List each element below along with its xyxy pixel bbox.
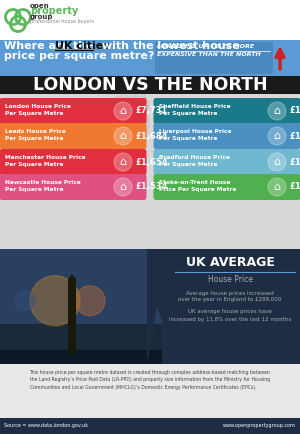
FancyBboxPatch shape bbox=[155, 42, 273, 74]
Text: £1,104: £1,104 bbox=[290, 183, 300, 191]
Circle shape bbox=[268, 102, 286, 120]
FancyBboxPatch shape bbox=[0, 149, 146, 175]
Text: LONDON IS UP TO 7X MORE: LONDON IS UP TO 7X MORE bbox=[157, 45, 254, 49]
FancyBboxPatch shape bbox=[154, 123, 300, 149]
Circle shape bbox=[114, 178, 132, 196]
Text: ⌂: ⌂ bbox=[119, 157, 127, 167]
Text: £1,553: £1,553 bbox=[290, 106, 300, 115]
FancyBboxPatch shape bbox=[0, 324, 162, 364]
FancyBboxPatch shape bbox=[0, 418, 300, 434]
Circle shape bbox=[268, 178, 286, 196]
Text: professional house buyers: professional house buyers bbox=[30, 20, 94, 24]
Text: group: group bbox=[30, 14, 53, 20]
Text: ⌂: ⌂ bbox=[273, 157, 280, 167]
Text: over the year in England to £288,000: over the year in England to £288,000 bbox=[178, 297, 282, 302]
Text: Sheffield House Price
Per Square Metre: Sheffield House Price Per Square Metre bbox=[159, 104, 231, 116]
Text: UK cities: UK cities bbox=[55, 41, 110, 51]
FancyBboxPatch shape bbox=[0, 0, 300, 40]
Text: UK average house prices have: UK average house prices have bbox=[188, 309, 272, 315]
FancyBboxPatch shape bbox=[154, 98, 300, 124]
Text: UK AVERAGE: UK AVERAGE bbox=[186, 256, 274, 270]
Text: Newcastle House Price
Per Square Metre: Newcastle House Price Per Square Metre bbox=[5, 180, 81, 192]
FancyBboxPatch shape bbox=[0, 123, 146, 149]
Text: ⌂: ⌂ bbox=[119, 182, 127, 192]
FancyBboxPatch shape bbox=[0, 364, 300, 418]
Text: www.openpropertygroup.com: www.openpropertygroup.com bbox=[223, 424, 296, 428]
Text: property: property bbox=[30, 7, 78, 16]
Text: £1,654: £1,654 bbox=[136, 158, 169, 167]
Circle shape bbox=[114, 102, 132, 120]
Text: Bradford House Price
Per Square Metre: Bradford House Price Per Square Metre bbox=[159, 155, 230, 167]
FancyBboxPatch shape bbox=[0, 350, 162, 364]
Polygon shape bbox=[68, 274, 76, 354]
Polygon shape bbox=[147, 249, 177, 364]
Text: with the lowest house: with the lowest house bbox=[98, 41, 240, 51]
FancyBboxPatch shape bbox=[0, 40, 300, 76]
Text: ⌂: ⌂ bbox=[273, 106, 280, 116]
Text: £1,307: £1,307 bbox=[290, 158, 300, 167]
FancyBboxPatch shape bbox=[154, 149, 300, 175]
FancyBboxPatch shape bbox=[154, 174, 300, 200]
Circle shape bbox=[75, 286, 105, 316]
Text: ⌂: ⌂ bbox=[273, 182, 280, 192]
Text: ⌂: ⌂ bbox=[119, 131, 127, 141]
Text: £1,309: £1,309 bbox=[290, 132, 300, 141]
Text: Source = www.data.london.gov.uk: Source = www.data.london.gov.uk bbox=[4, 424, 88, 428]
Circle shape bbox=[15, 291, 35, 311]
Text: Manchester House Price
Per Square Metre: Manchester House Price Per Square Metre bbox=[5, 155, 85, 167]
Text: price per square metre?: price per square metre? bbox=[4, 51, 154, 61]
Text: Stoke-on-Trent House
Price Per Square Metre: Stoke-on-Trent House Price Per Square Me… bbox=[159, 180, 236, 192]
FancyBboxPatch shape bbox=[0, 98, 146, 124]
Text: House Price: House Price bbox=[208, 274, 253, 283]
FancyBboxPatch shape bbox=[0, 76, 300, 94]
Text: £7,731: £7,731 bbox=[136, 106, 168, 115]
Polygon shape bbox=[98, 94, 150, 169]
Circle shape bbox=[114, 127, 132, 145]
Circle shape bbox=[268, 127, 286, 145]
FancyBboxPatch shape bbox=[0, 249, 300, 364]
Text: £1,684: £1,684 bbox=[136, 132, 169, 141]
Text: Average house prices increased: Average house prices increased bbox=[186, 290, 274, 296]
Text: Leeds House Price
Per Square Metre: Leeds House Price Per Square Metre bbox=[5, 129, 66, 141]
Circle shape bbox=[268, 153, 286, 171]
Text: Where are the: Where are the bbox=[4, 41, 98, 51]
Circle shape bbox=[30, 276, 80, 326]
FancyBboxPatch shape bbox=[0, 249, 162, 364]
Circle shape bbox=[114, 153, 132, 171]
Text: London House Price
Per Square Metre: London House Price Per Square Metre bbox=[5, 104, 71, 116]
Text: Liverpool House Price
Per Square Metre: Liverpool House Price Per Square Metre bbox=[159, 129, 232, 141]
Text: open: open bbox=[30, 3, 50, 9]
Text: EXPENSIVE THAN THE NORTH: EXPENSIVE THAN THE NORTH bbox=[157, 53, 261, 57]
Text: ⌂: ⌂ bbox=[273, 131, 280, 141]
Text: ⌂: ⌂ bbox=[119, 106, 127, 116]
Text: £1,534: £1,534 bbox=[136, 183, 169, 191]
Text: LONDON VS THE NORTH: LONDON VS THE NORTH bbox=[33, 76, 267, 94]
Text: increased by 11.8% over the last 12 months: increased by 11.8% over the last 12 mont… bbox=[169, 316, 291, 322]
FancyBboxPatch shape bbox=[0, 174, 146, 200]
Text: This house price per square metre dataset is created through complex address-bas: This house price per square metre datase… bbox=[30, 370, 270, 390]
FancyBboxPatch shape bbox=[0, 94, 300, 249]
